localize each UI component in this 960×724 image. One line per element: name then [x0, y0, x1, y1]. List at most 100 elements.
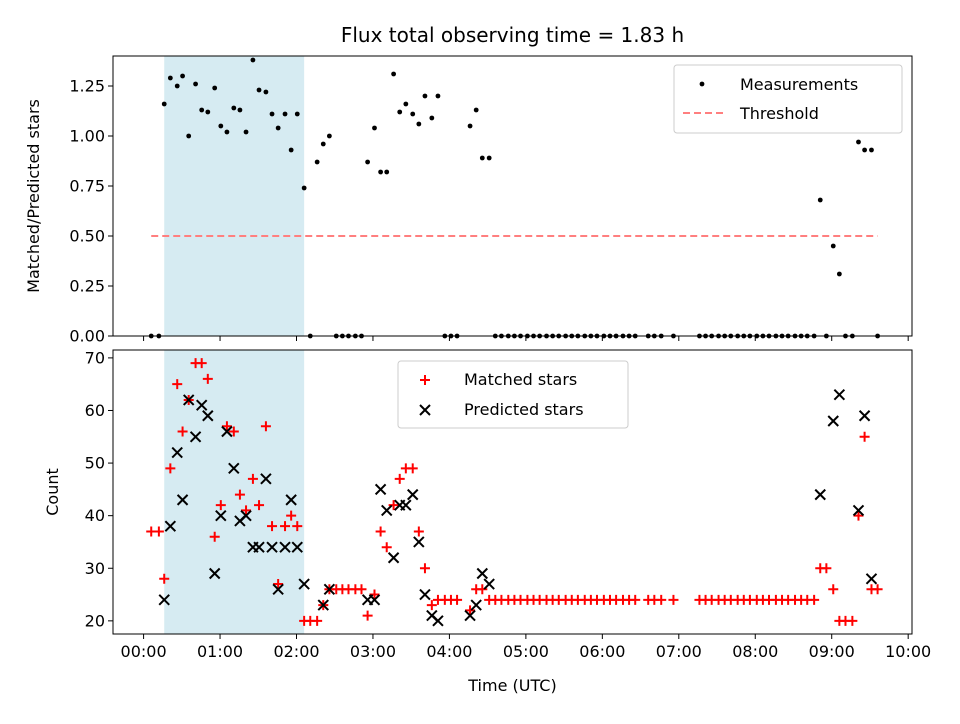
measurement-point: [231, 105, 237, 111]
predicted-star-point: [298, 578, 310, 590]
x-tick-label: 05:00: [503, 642, 549, 661]
predicted-star-point: [400, 499, 412, 511]
measurement-point: [288, 147, 294, 153]
legend-label-measurements: Measurements: [740, 75, 858, 94]
top-plot-frame: [112, 55, 913, 337]
predicted-star-points: [158, 388, 878, 627]
legend-box: [397, 360, 629, 429]
measurement-point: [256, 87, 262, 93]
measurement-point: [269, 111, 275, 117]
predicted-star-point: [221, 425, 233, 438]
legend-label-matched: Matched stars: [464, 370, 577, 389]
x-tick-label: 00:00: [121, 642, 167, 661]
predicted-star-point: [195, 399, 208, 411]
y-tick-label: 0.50: [69, 227, 105, 246]
predicted-star-point: [266, 541, 278, 553]
predicted-star-point: [858, 410, 871, 422]
matched-star-point: [312, 615, 323, 626]
legend-box: [673, 64, 903, 134]
y-tick-label: 0.25: [69, 277, 105, 296]
predicted-star-point: [419, 588, 431, 601]
predicted-star-point: [374, 483, 387, 496]
matched-star-point: [177, 426, 188, 437]
measurement-point: [250, 57, 256, 63]
legend-measurement-marker: [699, 81, 705, 87]
predicted-star-point: [240, 509, 252, 522]
predicted-star-point: [323, 583, 336, 596]
matched-star-point: [847, 615, 858, 626]
measurement-point: [836, 271, 842, 277]
matched-star-point: [254, 500, 265, 511]
predicted-star-point: [852, 504, 865, 517]
measurement-point: [199, 107, 205, 113]
predicted-star-point: [260, 473, 272, 485]
measurement-point: [243, 129, 249, 135]
predicted-star-point: [407, 488, 419, 501]
matched-star-point: [196, 358, 207, 369]
matched-star-point: [228, 426, 239, 437]
y-tick-label: 20: [85, 611, 105, 630]
measurement-point: [416, 121, 422, 127]
predicted-star-point: [208, 567, 221, 580]
matched-star-point: [381, 542, 392, 553]
chart-title: Flux total observing time = 1.83 h: [341, 23, 684, 47]
measurement-point: [435, 93, 441, 99]
legend-label-predicted: Predicted stars: [464, 400, 584, 419]
predicted-star-point: [189, 431, 202, 443]
measurement-point: [320, 141, 326, 147]
measurement-point: [193, 81, 198, 87]
matched-star-point: [159, 573, 170, 584]
predicted-star-point: [253, 541, 265, 553]
predicted-star-point: [272, 583, 284, 596]
matched-star-point: [286, 510, 297, 521]
matched-star-point: [656, 594, 667, 605]
predicted-star-point: [833, 388, 846, 401]
measurement-point: [397, 109, 403, 115]
matched-star-point: [859, 431, 870, 442]
measurement-point: [869, 147, 874, 153]
matched-star-point: [668, 594, 679, 605]
measurement-point: [365, 159, 371, 165]
matched-star-point: [267, 521, 278, 532]
matched-star-point: [477, 584, 488, 595]
measurement-point: [186, 133, 192, 139]
legend-predicted-marker: [419, 404, 431, 416]
measurement-point: [372, 125, 377, 131]
predicted-star-point: [228, 462, 240, 475]
measurement-point: [314, 159, 320, 165]
measurement-point: [429, 115, 435, 121]
measurement-point: [282, 111, 288, 117]
measurement-point: [473, 107, 479, 113]
predicted-star-point: [182, 394, 195, 406]
measurement-point: [294, 111, 300, 117]
y-tick-label: 30: [85, 559, 105, 578]
x-tick-label: 06:00: [579, 642, 625, 661]
matched-star-point: [215, 500, 226, 511]
top-observing-window-shade: [164, 56, 305, 336]
y-tick-label: 70: [85, 348, 105, 367]
measurement-point: [212, 85, 218, 91]
measurement-point: [422, 93, 428, 99]
matched-star-point: [375, 526, 386, 537]
matched-star-point: [630, 594, 641, 605]
measurement-point: [224, 129, 230, 135]
x-tick-label: 02:00: [273, 642, 319, 661]
predicted-star-point: [432, 615, 444, 627]
y-tick-label: 1.00: [69, 127, 105, 146]
measurement-point: [830, 243, 836, 249]
predicted-star-point: [215, 509, 227, 522]
measurement-point: [161, 101, 167, 107]
y-tick-label: 60: [85, 401, 105, 420]
matched-star-point: [292, 521, 303, 532]
matched-star-point: [241, 505, 252, 516]
measurement-point: [378, 169, 384, 175]
bottom-y-axis-label: Count: [43, 468, 62, 516]
top-y-axis-label: Matched/Predicted stars: [24, 99, 43, 293]
matched-star-point: [209, 531, 220, 542]
predicted-star-point: [171, 446, 183, 459]
matched-star-point: [172, 379, 183, 390]
x-tick-label: 10:00: [885, 642, 931, 661]
predicted-star-point: [176, 494, 189, 506]
bottom-x-ticks: 00:00 01:00 02:00 03:00 04:00 05:00 06:00 07:00…: [121, 634, 931, 661]
predicted-star-point: [158, 594, 170, 606]
